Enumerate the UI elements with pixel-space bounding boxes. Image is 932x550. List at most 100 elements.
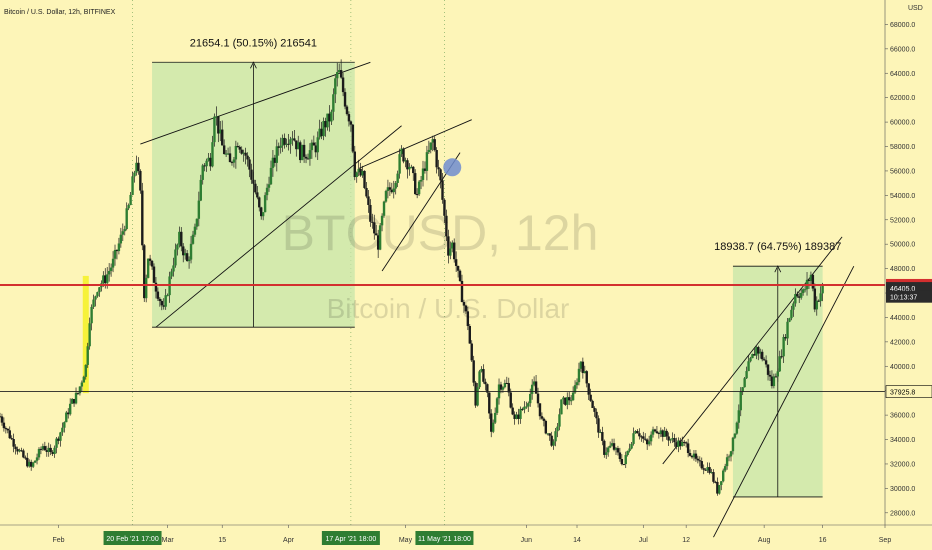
candle-body [579,361,583,369]
candle-body [86,346,89,365]
candle-body [720,481,723,486]
candle-body [14,446,17,450]
price-tick-label: 68000.0 [890,22,915,29]
candle-body [425,152,429,171]
candle-body [373,222,376,234]
candle-body [673,438,676,443]
candle-body [698,460,702,462]
candle-body [298,142,302,161]
candle-body [433,139,436,151]
candle-body [725,457,729,467]
candle-body [361,170,364,176]
candle-body [587,383,590,395]
candle-body [780,356,783,358]
candle-body [649,434,653,442]
candle-body [466,311,470,327]
candle-body [503,382,507,388]
candle-body [267,184,271,188]
candle-body [170,271,173,277]
candle-body [258,197,261,208]
candle-body [18,450,21,452]
candle-body [408,167,411,170]
candle-body [337,70,341,73]
candle-body [606,447,610,453]
candle-body [152,266,156,283]
candle-body [813,288,817,310]
candle-body [552,441,555,446]
price-tick-label: 52000.0 [890,217,915,224]
candle-body [31,462,35,467]
candle-body [396,173,399,183]
candle-body [470,343,473,361]
candle-body [608,445,612,448]
candle-body [318,128,321,138]
candle-body [550,435,553,446]
candle-body [476,387,479,406]
candle-body [63,422,66,428]
candle-body [205,160,208,167]
candle-body [279,145,282,148]
price-label-text: 10:13:37 [890,295,917,302]
candle-body [246,155,249,160]
candle-body [747,361,750,372]
candle-body [148,258,152,261]
candle-body [117,243,121,252]
candle-body [817,300,820,302]
candle-body [376,235,380,250]
candle-body [378,225,382,250]
candle-body [164,295,167,307]
candle-body [507,383,510,393]
candle-body [642,436,645,439]
candle-body [556,426,559,432]
candle-body [371,221,374,223]
candle-body [663,430,666,437]
time-marker-box [415,531,474,545]
candle-body [628,448,631,451]
candle-body [314,145,317,153]
candle-body [706,467,709,471]
candle-body [156,291,160,299]
candle-body [599,432,602,434]
candle-body [454,259,458,266]
trend-line [155,125,402,328]
candle-body [65,412,68,423]
candle-body [735,422,739,434]
candle-body [265,187,269,196]
candle-body [575,382,579,386]
candle-body [84,364,87,377]
candle-body [439,169,442,181]
candle-body [755,347,758,356]
candle-body [150,260,154,267]
candle-body [211,142,214,167]
candle-body [107,270,111,275]
candle-body [679,440,682,447]
candle-body [776,371,779,377]
candle-body [35,457,39,461]
candle-body [250,169,253,180]
candle-body [521,408,524,410]
candle-body [351,124,355,152]
candle-body [263,195,267,213]
candle-body [778,356,781,372]
candle-body [702,468,705,470]
time-tick-label: Jun [521,537,532,544]
candle-body [343,92,347,107]
candle-body [480,369,483,372]
candle-body [127,205,130,209]
candle-body [221,129,224,146]
candle-body [546,433,549,435]
candle-body [248,159,251,170]
candle-body [191,234,195,244]
candle-body [540,416,544,419]
candle-body [437,167,440,170]
candle-body [185,253,189,262]
candle-body [176,244,179,250]
candle-body [798,296,801,298]
candle-body [634,431,637,434]
candle-body [334,78,337,95]
candle-body [193,226,197,235]
time-tick-label: Jul [639,537,648,544]
candle-body [511,407,514,415]
time-marker-label: 20 Feb '21 17:00 [106,536,158,543]
currency-label: USD [908,5,923,12]
